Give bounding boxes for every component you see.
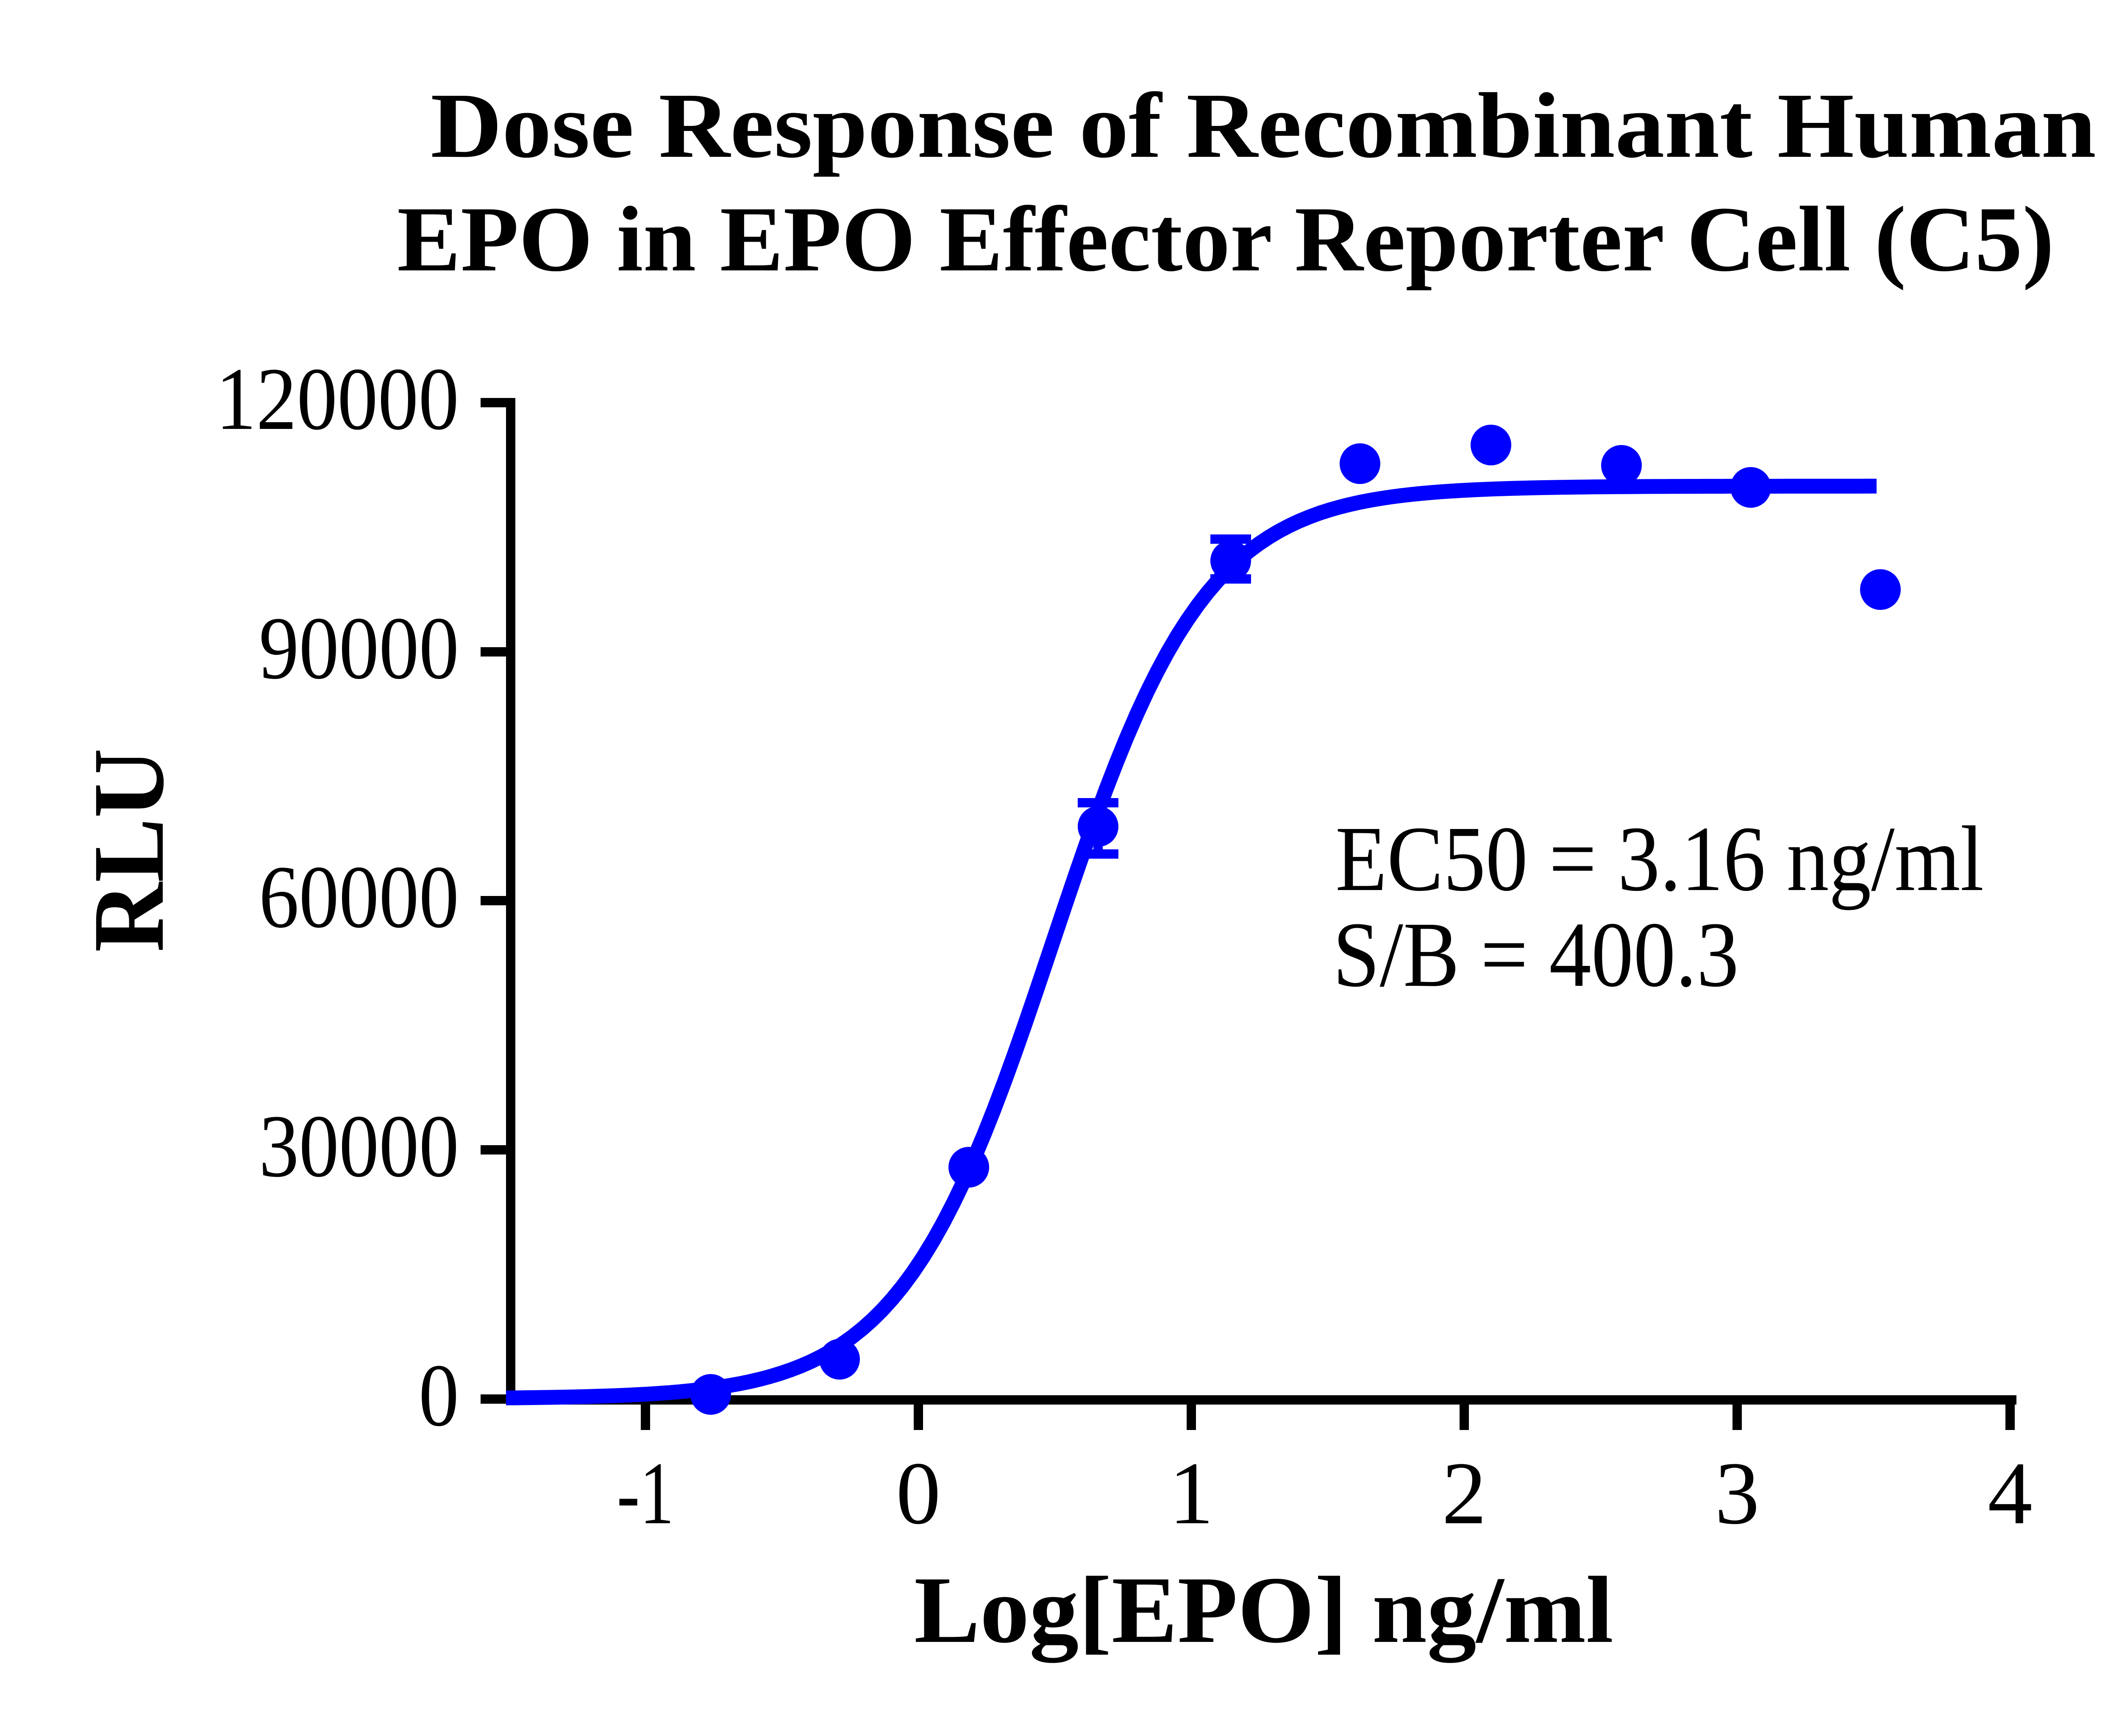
svg-text:3: 3 <box>1715 1444 1760 1543</box>
svg-text:120000: 120000 <box>216 349 459 448</box>
svg-text:S/B = 400.3: S/B = 400.3 <box>1333 903 1739 1006</box>
svg-text:Log[EPO] ng/ml: Log[EPO] ng/ml <box>914 1557 1613 1663</box>
svg-text:Dose Response of Recombinant H: Dose Response of Recombinant Human <box>431 74 2096 177</box>
svg-text:0: 0 <box>419 1346 459 1445</box>
svg-text:2: 2 <box>1442 1444 1487 1543</box>
svg-text:90000: 90000 <box>259 598 459 698</box>
svg-text:4: 4 <box>1988 1444 2033 1543</box>
svg-text:EPO in EPO Effector Reporter C: EPO in EPO Effector Reporter Cell (C5) <box>397 187 2054 291</box>
svg-text:EC50 = 3.16 ng/ml: EC50 = 3.16 ng/ml <box>1335 807 1984 910</box>
svg-text:0: 0 <box>896 1444 941 1543</box>
svg-text:RLU: RLU <box>72 748 185 952</box>
svg-text:1: 1 <box>1169 1444 1214 1543</box>
svg-text:30000: 30000 <box>259 1096 459 1196</box>
svg-text:-1: -1 <box>617 1444 674 1543</box>
svg-text:60000: 60000 <box>259 847 459 946</box>
